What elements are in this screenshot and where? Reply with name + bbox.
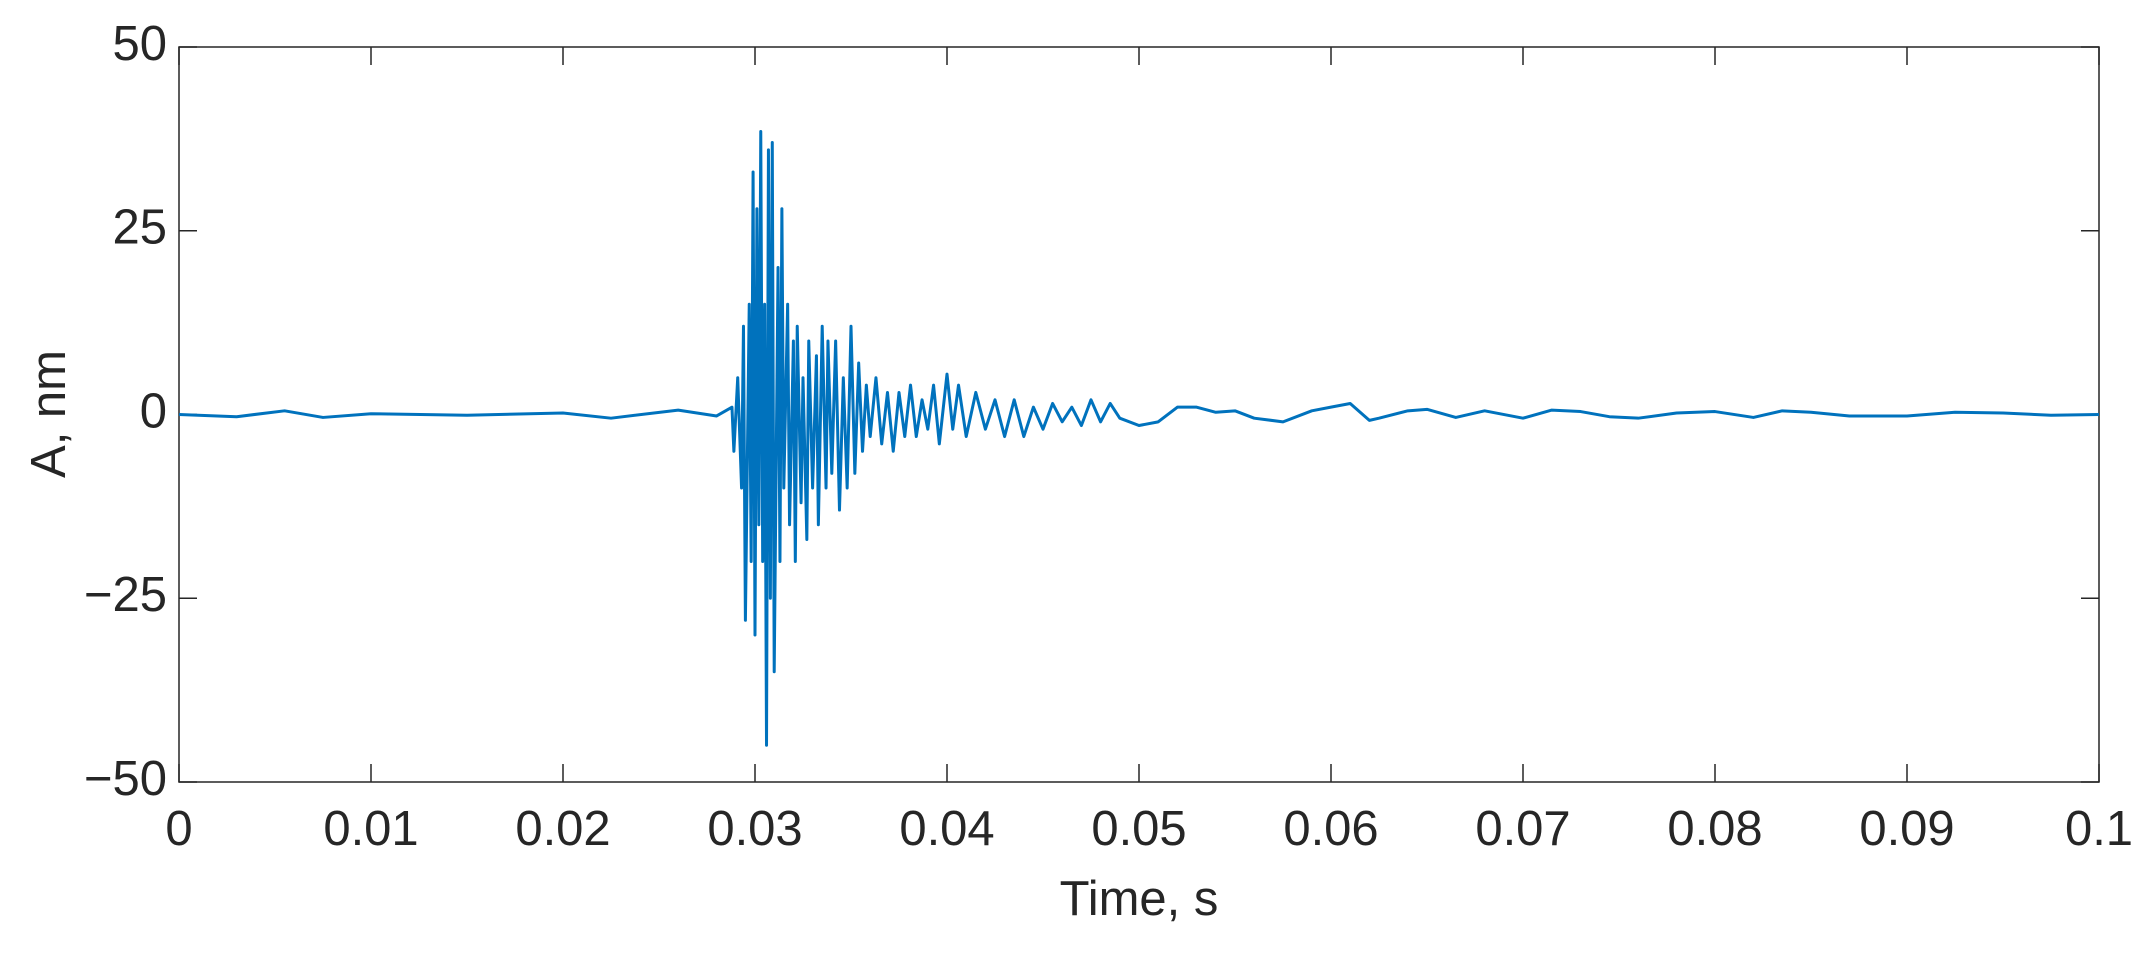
y-tick-label: −50 [84, 752, 167, 806]
y-tick-label: 25 [112, 201, 167, 255]
x-tick-label: 0.05 [1091, 802, 1186, 856]
x-tick-label: 0 [165, 802, 192, 856]
y-tick-label: −25 [84, 568, 167, 622]
y-tick-label: 50 [112, 17, 167, 71]
x-tick-label: 0.06 [1283, 802, 1378, 856]
x-tick-label: 0.09 [1859, 802, 1954, 856]
x-tick-label: 0.1 [2065, 802, 2133, 856]
y-tick-label: 0 [140, 384, 167, 438]
x-tick-label: 0.08 [1667, 802, 1762, 856]
x-tick-label: 0.03 [707, 802, 802, 856]
x-axis-label: Time, s [1060, 872, 1219, 926]
x-tick-label: 0.07 [1475, 802, 1570, 856]
x-tick-label: 0.01 [323, 802, 418, 856]
x-tick-label: 0.02 [515, 802, 610, 856]
y-axis-label: A, nm [22, 350, 76, 478]
x-tick-label: 0.04 [899, 802, 994, 856]
line-series [178, 130, 2100, 747]
